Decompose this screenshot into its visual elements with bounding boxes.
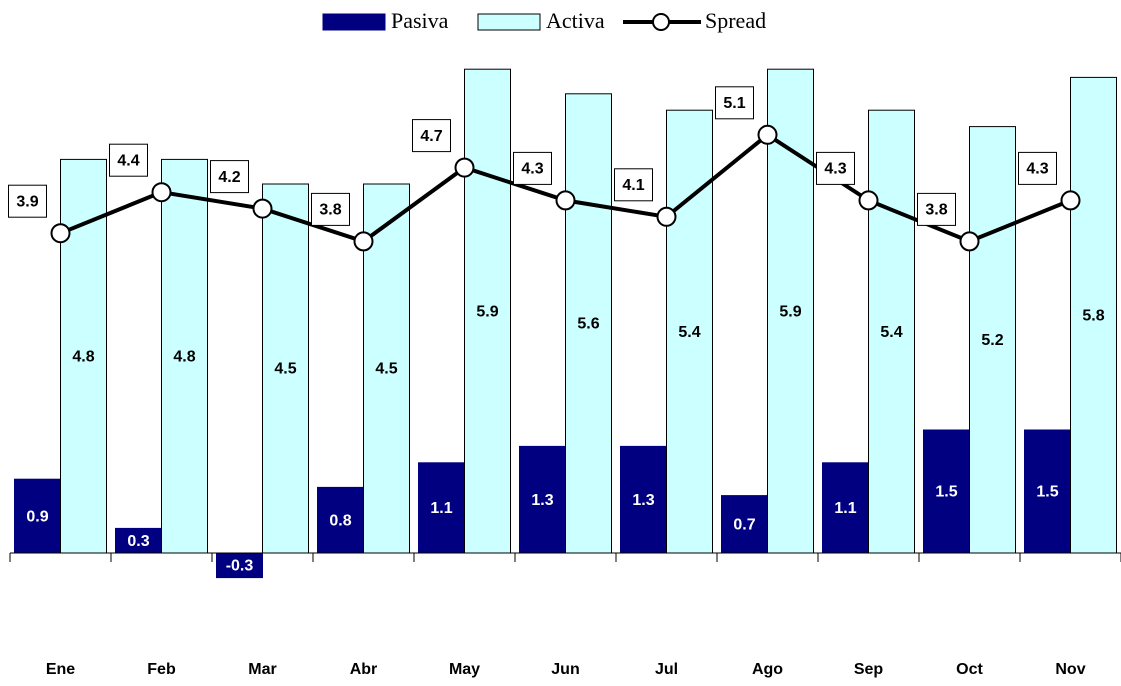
data-label: 4.1 [622,177,644,194]
data-label: 5.4 [880,324,902,341]
data-label: 4.8 [173,348,195,365]
data-label: 5.9 [779,303,801,320]
data-label: 5.2 [981,332,1003,349]
data-label-box [816,151,855,185]
bar [565,93,612,554]
data-label-box [311,192,350,226]
data-label-box [715,86,754,120]
line-marker [353,231,374,252]
data-label: 0.3 [127,533,149,550]
data-label: 5.4 [678,324,700,341]
x-tick-label: Mar [248,661,276,678]
bar [115,527,162,554]
data-label: 1.5 [935,484,957,501]
data-label: 4.3 [521,161,543,178]
x-tick-label: Jul [655,661,678,678]
bar [620,445,667,554]
bar [262,183,309,554]
line-marker [1060,190,1081,211]
data-label: 5.9 [476,303,498,320]
line-marker [252,198,273,219]
data-label-box [412,119,451,153]
bar [14,478,61,554]
x-tick-label: Oct [956,661,983,678]
bar [868,109,915,554]
bar [317,486,364,554]
line-marker [50,223,71,244]
data-label: 4.7 [420,128,442,145]
data-label-box [614,168,653,202]
bar [1070,76,1117,554]
data-label: 4.2 [218,169,240,186]
bar [1024,429,1071,554]
legend-label: Activa [546,8,605,33]
line-marker [858,190,879,211]
data-label: 0.9 [26,508,48,525]
x-tick-label: Nov [1055,661,1085,678]
bar [923,429,970,554]
data-label: 4.3 [1026,161,1048,178]
x-tick-label: Ene [46,661,75,678]
data-label-box [513,151,552,185]
data-label: 3.8 [925,202,947,219]
data-label: 5.1 [723,95,745,112]
bar [464,68,511,554]
legend-swatch [322,13,386,31]
x-tick-label: Sep [854,661,884,678]
data-label-box [917,192,956,226]
bar [216,552,263,579]
x-tick-label: Feb [147,661,176,678]
legend-swatch [477,13,541,31]
legend-swatch [652,13,670,31]
data-label: 5.8 [1082,307,1104,324]
line-marker [555,190,576,211]
data-label: 3.9 [16,193,38,210]
data-label-box [1018,151,1057,185]
data-label: 3.8 [319,202,341,219]
data-label: 4.4 [117,152,139,169]
bar [161,158,208,554]
data-label: -0.3 [226,558,254,575]
x-tick-label: Ago [752,661,783,678]
data-label: 1.3 [632,492,654,509]
line-marker [959,231,980,252]
data-label: 1.3 [531,492,553,509]
data-label: 4.5 [274,361,296,378]
bar [418,462,465,554]
data-label-box [8,184,47,218]
x-tick-label: Jun [551,661,579,678]
data-label: 4.3 [824,161,846,178]
bar [822,462,869,554]
x-tick-label: May [449,661,480,678]
data-label: 0.8 [329,512,351,529]
data-label: 4.5 [375,361,397,378]
bar [519,445,566,554]
line-marker [151,182,172,203]
line-marker [656,206,677,227]
data-label: 1.1 [430,500,452,517]
data-label: 1.5 [1036,484,1058,501]
legend-label: Spread [705,8,766,33]
x-tick-label: Abr [350,661,378,678]
data-label-box [109,143,148,177]
line-marker [454,157,475,178]
data-label: 4.8 [72,348,94,365]
bar [969,126,1016,554]
data-label: 0.7 [733,517,755,534]
data-label: 1.1 [834,500,856,517]
legend-label: Pasiva [391,8,449,33]
data-label: 5.6 [577,316,599,333]
line-marker [757,124,778,145]
data-label-box [210,160,249,194]
